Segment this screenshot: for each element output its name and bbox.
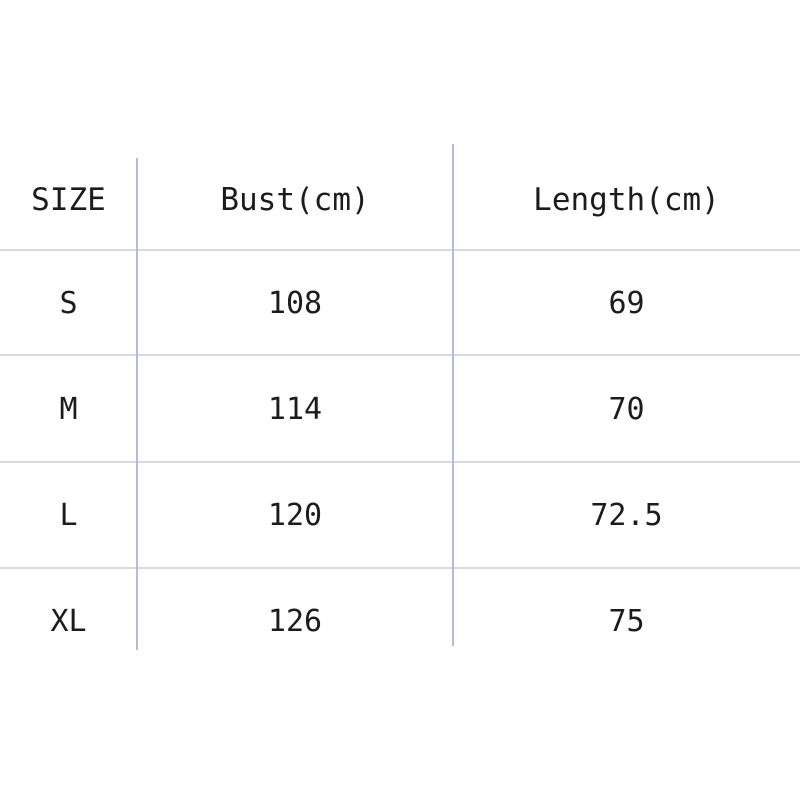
row-divider-m [0,461,800,463]
cell-length-s: 69 [608,285,645,321]
cell-bust-l: 120 [267,498,323,533]
column-divider-bust-length [452,144,454,646]
col-header-length: Length(cm) [533,181,720,218]
cell-bust-m: 114 [267,391,323,427]
cell-length-xl: 75 [608,604,645,639]
cell-bust-xl: 126 [267,604,323,639]
row-divider-s [0,354,800,356]
col-header-bust: Bust(cm) [220,181,370,218]
cell-length-l: 72.5 [590,498,663,533]
column-divider-size-bust [136,158,138,650]
cell-bust-s: 108 [267,285,323,321]
row-divider-header [0,249,800,251]
cell-length-m: 70 [608,391,645,427]
cell-size-xl: XL [50,604,87,639]
row-divider-l [0,567,800,569]
cell-size-m: M [59,391,78,427]
cell-size-l: L [59,498,78,533]
cell-size-s: S [59,285,78,321]
col-header-size: SIZE [31,181,106,218]
